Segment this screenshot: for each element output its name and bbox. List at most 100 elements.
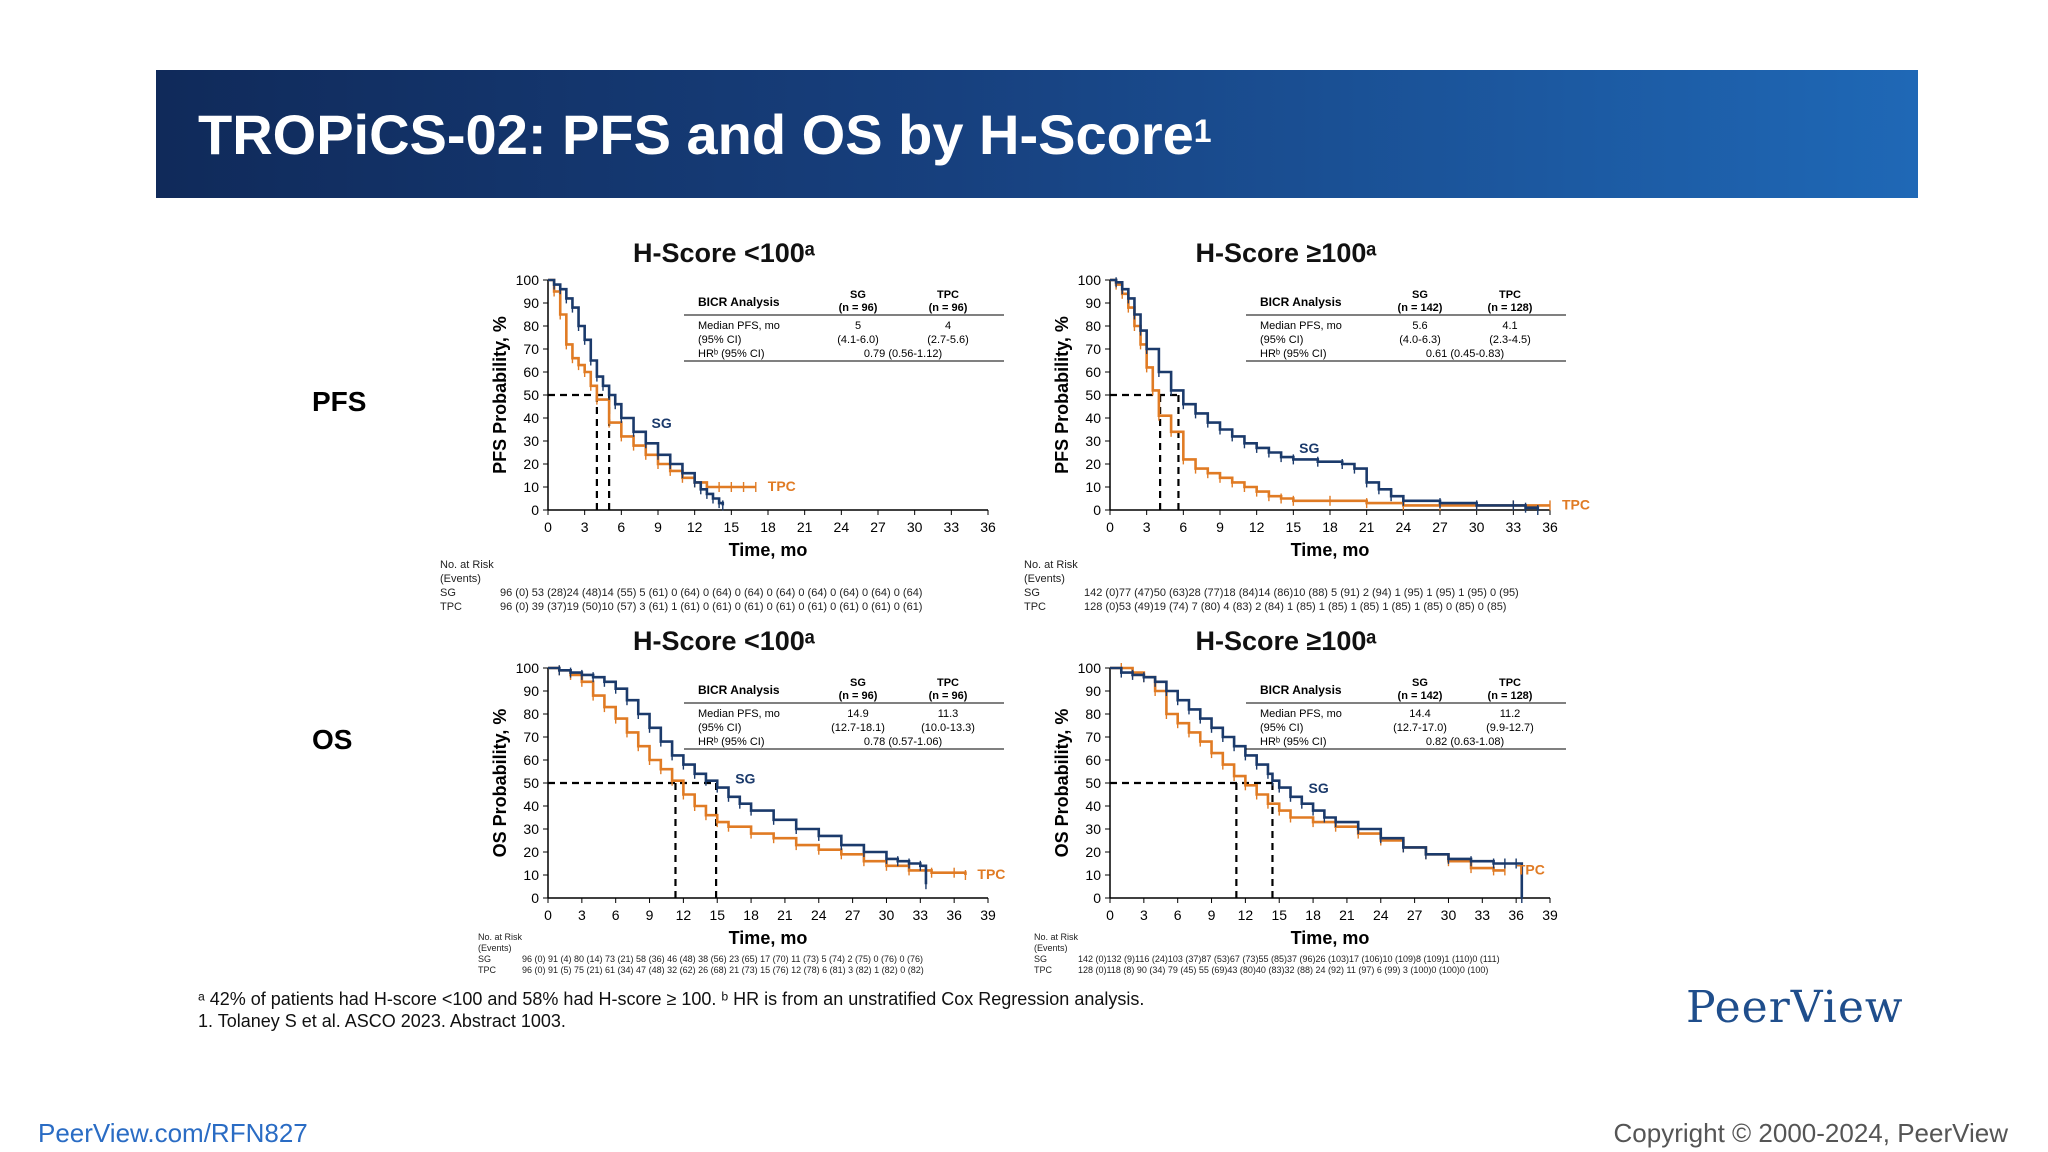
bicr-summary-table: BICR Analysis SG(n = 96)TPC(n = 96)Median… (684, 289, 1004, 362)
y-tick-label: 90 (523, 683, 539, 699)
series-label-tpc: TPC (1517, 861, 1545, 877)
bicr-row-label: HRᵇ (95% CI) (1260, 348, 1327, 360)
risk-table-pfs-low: No. at Risk (Events) SG 96 (0) 53 (28)24 … (440, 558, 922, 614)
x-tick-label: 30 (1469, 519, 1485, 535)
risk-row-values: 142 (0)77 (47)50 (63)28 (77)18 (84)14 (8… (1084, 587, 1519, 599)
bicr-row-label: (95% CI) (1260, 722, 1303, 734)
x-tick-label: 21 (1339, 907, 1355, 923)
y-tick-label: 70 (1085, 341, 1101, 357)
x-tick-label: 24 (1396, 519, 1412, 535)
x-tick-label: 15 (724, 519, 740, 535)
bicr-col-sg-n: (n = 142) (1398, 690, 1443, 702)
bicr-col-sg: SG (1412, 289, 1428, 301)
bicr-sg-ci: (4.0-6.3) (1399, 334, 1441, 346)
y-tick-label: 60 (523, 752, 539, 768)
y-tick-label: 50 (1085, 775, 1101, 791)
title-superscript: 1 (1193, 113, 1212, 149)
chart-title: H-Score <100ᵃ (633, 238, 816, 268)
bicr-hazard-ratio: 0.79 (0.56-1.12) (864, 348, 942, 360)
x-tick-label: 6 (1179, 519, 1187, 535)
risk-row-label: SG (478, 954, 492, 964)
x-tick-label: 21 (1359, 519, 1375, 535)
y-tick-label: 80 (523, 706, 539, 722)
bicr-col-sg: SG (850, 677, 866, 689)
bicr-tpc-median: 11.2 (1500, 708, 1521, 720)
series-label-sg: SG (735, 771, 755, 787)
x-tick-label: 36 (1508, 907, 1524, 923)
x-tick-label: 24 (834, 519, 850, 535)
y-tick-label: 60 (523, 364, 539, 380)
bicr-col-tpc: TPC (1499, 289, 1521, 301)
y-tick-label: 90 (1085, 683, 1101, 699)
bicr-sg-median: 14.4 (1409, 708, 1430, 720)
x-tick-label: 33 (1506, 519, 1522, 535)
y-tick-label: 50 (523, 775, 539, 791)
x-tick-label: 30 (907, 519, 923, 535)
risk-row-tpc: TPC 128 (0)53 (49)19 (74) 7 (80) 4 (83) 2… (1024, 600, 1519, 614)
x-tick-label: 33 (1475, 907, 1491, 923)
y-tick-label: 40 (523, 798, 539, 814)
y-axis-label: OS Probability, % (490, 709, 510, 858)
risk-table-pfs-high: No. at Risk (Events) SG 142 (0)77 (47)50 … (1024, 558, 1519, 614)
x-tick-label: 0 (544, 519, 552, 535)
y-tick-label: 100 (516, 272, 540, 288)
x-tick-label: 18 (1322, 519, 1338, 535)
y-tick-label: 20 (523, 844, 539, 860)
bicr-col-sg: SG (850, 289, 866, 301)
bicr-row-label: HRᵇ (95% CI) (1260, 736, 1327, 748)
x-tick-label: 39 (980, 907, 996, 923)
x-tick-label: 3 (1140, 907, 1148, 923)
risk-row-values: 96 (0) 91 (5) 75 (21) 61 (34) 47 (48) 32… (522, 965, 924, 975)
bicr-tpc-ci: (2.3-4.5) (1489, 334, 1531, 346)
x-tick-label: 24 (1373, 907, 1389, 923)
x-tick-label: 12 (687, 519, 703, 535)
x-tick-label: 36 (980, 519, 996, 535)
chart-title: H-Score ≥100ᵃ (1195, 238, 1377, 268)
y-tick-label: 50 (1085, 387, 1101, 403)
risk-row-label: SG (440, 587, 456, 599)
bicr-col-tpc: TPC (937, 677, 959, 689)
row-label-os: OS (312, 724, 353, 755)
x-axis-label: Time, mo (729, 540, 808, 560)
x-tick-label: 0 (1106, 907, 1114, 923)
y-tick-label: 100 (1078, 272, 1102, 288)
risk-header: No. at Risk (1024, 559, 1078, 571)
risk-subheader: (Events) (440, 573, 481, 585)
bicr-col-tpc-n: (n = 128) (1488, 690, 1533, 702)
risk-row-tpc: TPC 128 (0)118 (8) 90 (34) 79 (45) 55 (69… (1034, 965, 1500, 976)
bicr-col-sg-n: (n = 96) (839, 302, 878, 314)
bicr-hazard-ratio: 0.61 (0.45-0.83) (1426, 348, 1504, 360)
x-tick-label: 30 (1441, 907, 1457, 923)
x-tick-label: 3 (581, 519, 589, 535)
y-tick-label: 10 (523, 479, 539, 495)
bicr-sg-ci: (12.7-17.0) (1393, 722, 1447, 734)
y-tick-label: 0 (531, 502, 539, 518)
x-tick-label: 36 (1542, 519, 1558, 535)
km-curve-tpc (548, 666, 967, 875)
bicr-sg-ci: (4.1-6.0) (837, 334, 879, 346)
y-tick-label: 20 (1085, 844, 1101, 860)
x-tick-label: 18 (760, 519, 776, 535)
y-tick-label: 30 (523, 433, 539, 449)
y-tick-label: 80 (523, 318, 539, 334)
bicr-row-label: HRᵇ (95% CI) (698, 348, 765, 360)
bicr-row-label: (95% CI) (1260, 334, 1303, 346)
bicr-row-label: Median PFS, mo (698, 320, 780, 332)
risk-subheader: (Events) (1034, 943, 1068, 953)
bicr-header: BICR Analysis (698, 295, 780, 309)
chart-title: H-Score <100ᵃ (633, 626, 816, 656)
risk-subheader: (Events) (1024, 573, 1065, 585)
x-axis-label: Time, mo (1291, 928, 1370, 948)
x-tick-label: 15 (1271, 907, 1287, 923)
risk-row-tpc: TPC 96 (0) 91 (5) 75 (21) 61 (34) 47 (48)… (478, 965, 924, 976)
footer-url-link[interactable]: PeerView.com/RFN827 (38, 1118, 308, 1148)
bicr-row-label: Median PFS, mo (698, 708, 780, 720)
bicr-hazard-ratio: 0.82 (0.63-1.08) (1426, 736, 1504, 748)
bicr-tpc-ci: (10.0-13.3) (921, 722, 975, 734)
y-tick-label: 30 (523, 821, 539, 837)
x-tick-label: 24 (811, 907, 827, 923)
bicr-header: BICR Analysis (1260, 683, 1342, 697)
